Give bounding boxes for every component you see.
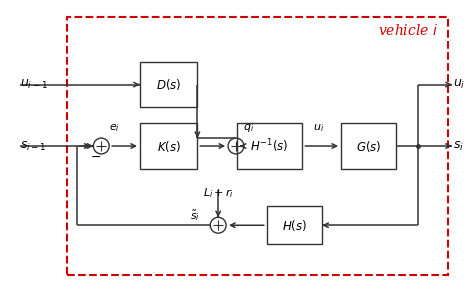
- Text: $D(s)$: $D(s)$: [156, 77, 182, 92]
- Bar: [237, 123, 302, 169]
- Text: $H(s)$: $H(s)$: [282, 218, 307, 233]
- Bar: [140, 123, 197, 169]
- Text: $H^{-1}(s)$: $H^{-1}(s)$: [250, 137, 289, 155]
- Text: $e_i$: $e_i$: [109, 122, 120, 134]
- Text: $\tilde{s}_i$: $\tilde{s}_i$: [191, 208, 201, 223]
- Text: $s_{i-1}$: $s_{i-1}$: [20, 139, 46, 153]
- Text: $L_i + r_i$: $L_i + r_i$: [203, 187, 234, 201]
- Text: $q_i$: $q_i$: [243, 122, 254, 134]
- Bar: [267, 206, 322, 244]
- Text: $u_i$: $u_i$: [313, 122, 324, 134]
- Text: $-$: $-$: [90, 151, 101, 163]
- Bar: [67, 17, 448, 275]
- Bar: [341, 123, 396, 169]
- Text: $K(s)$: $K(s)$: [156, 138, 181, 153]
- Text: $u_{i-1}$: $u_{i-1}$: [20, 78, 48, 91]
- Text: $s_i$: $s_i$: [453, 139, 464, 153]
- Text: $u_i$: $u_i$: [453, 78, 465, 91]
- Text: vehicle $i$: vehicle $i$: [378, 23, 438, 38]
- Text: $G(s)$: $G(s)$: [356, 138, 382, 153]
- Bar: [140, 62, 197, 107]
